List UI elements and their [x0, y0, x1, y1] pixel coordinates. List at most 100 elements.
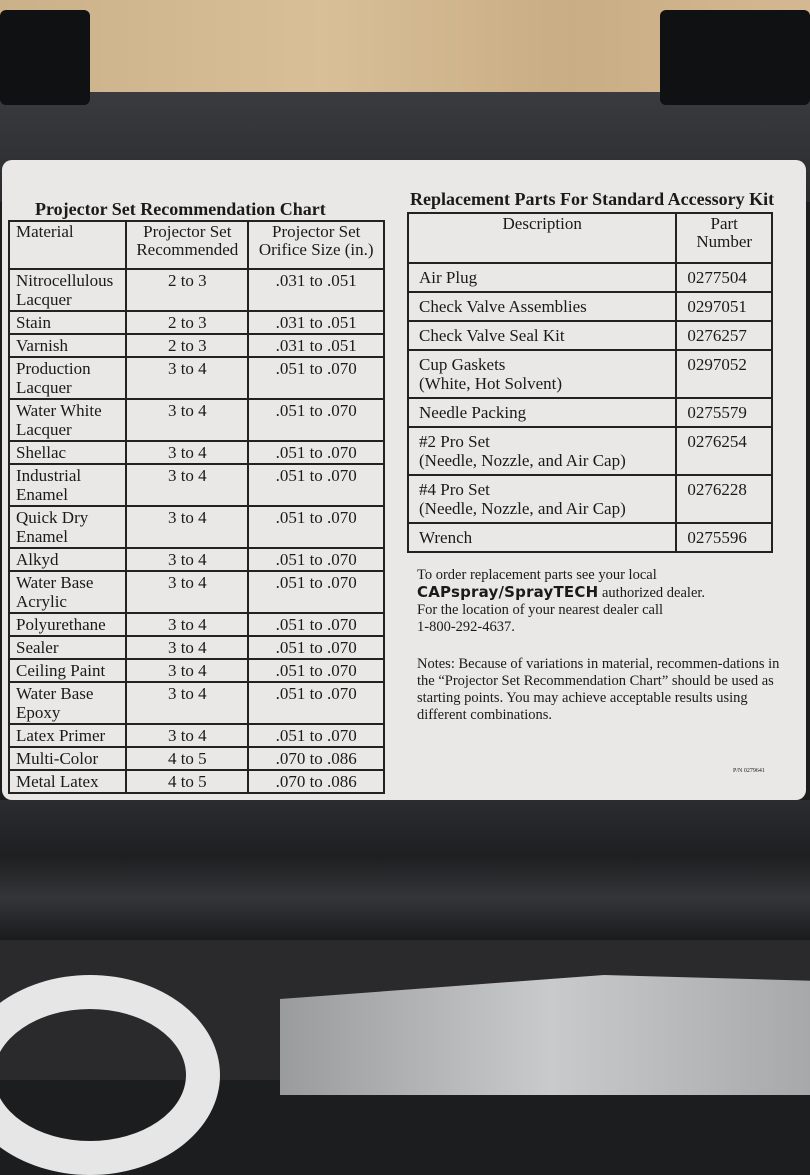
- orifice-size-cell: .051 to .070: [247, 723, 385, 748]
- material-cell: Multi-Color: [7, 746, 128, 771]
- column-header: Description: [406, 212, 678, 264]
- table-row: Polyurethane 3 to 4.051 to .070: [7, 612, 385, 637]
- right-chart-title: Replacement Parts For Standard Accessory…: [410, 189, 775, 209]
- order-text: To order replacement parts see your loca…: [417, 567, 657, 583]
- projector-set-cell: 3 to 4: [125, 440, 250, 465]
- part-number-cell: 0276257: [675, 320, 773, 351]
- material-cell: Metal Latex: [7, 769, 128, 794]
- material-cell: Water Base Acrylic: [7, 570, 128, 614]
- case-rim: [0, 800, 810, 940]
- phone-number: 1-800-292-4637.: [417, 619, 515, 635]
- table-row: Water Base Epoxy 3 to 4.051 to .070: [7, 681, 385, 725]
- description-cell: #4 Pro Set (Needle, Nozzle, and Air Cap): [406, 474, 678, 524]
- table-row: Needle Packing 0275579: [406, 397, 773, 428]
- projector-set-cell: 2 to 3: [125, 268, 250, 312]
- description-cell: Check Valve Assemblies: [406, 291, 678, 322]
- column-header: Projector Set Orifice Size (in.): [247, 220, 385, 270]
- case-latch-right[interactable]: [660, 10, 810, 105]
- projector-set-cell: 2 to 3: [125, 310, 250, 335]
- description-cell: Needle Packing: [406, 397, 678, 428]
- table-row: Metal Latex 4 to 5.070 to .086: [7, 769, 385, 794]
- table-row: Industrial Enamel 3 to 4.051 to .070: [7, 463, 385, 507]
- material-cell: Shellac: [7, 440, 128, 465]
- column-header: Part Number: [675, 212, 773, 264]
- material-cell: Sealer: [7, 635, 128, 660]
- replacement-parts-table: Description Part Number Air Plug 0277504 Ch…: [406, 212, 773, 553]
- part-number-tag: P/N 0279641: [733, 768, 765, 774]
- material-cell: Water Base Epoxy: [7, 681, 128, 725]
- table-row: Multi-Color 4 to 5.070 to .086: [7, 746, 385, 771]
- orifice-size-cell: .051 to .070: [247, 635, 385, 660]
- orifice-size-cell: .031 to .051: [247, 333, 385, 358]
- table-row: Latex Primer 3 to 4.051 to .070: [7, 723, 385, 748]
- material-cell: Water White Lacquer: [7, 398, 128, 442]
- material-cell: Production Lacquer: [7, 356, 128, 400]
- description-cell: Wrench: [406, 522, 678, 553]
- brand-logo: CAPspray/SprayTECH: [417, 583, 599, 601]
- part-number-cell: 0277504: [675, 262, 773, 293]
- part-number-cell: 0275596: [675, 522, 773, 553]
- projector-set-table: Material Projector Set Recommended Project…: [7, 220, 385, 794]
- table-row: Production Lacquer 3 to 4.051 to .070: [7, 356, 385, 400]
- projector-set-cell: 3 to 4: [125, 635, 250, 660]
- material-cell: Quick Dry Enamel: [7, 505, 128, 549]
- projector-set-cell: 2 to 3: [125, 333, 250, 358]
- projector-set-cell: 3 to 4: [125, 356, 250, 400]
- projector-set-cell: 3 to 4: [125, 463, 250, 507]
- table-row: Water Base Acrylic 3 to 4.051 to .070: [7, 570, 385, 614]
- table-row: #4 Pro Set (Needle, Nozzle, and Air Cap)…: [406, 474, 773, 524]
- material-cell: Latex Primer: [7, 723, 128, 748]
- orifice-size-cell: .051 to .070: [247, 440, 385, 465]
- table-row: Stain 2 to 3.031 to .051: [7, 310, 385, 335]
- orifice-size-cell: .051 to .070: [247, 681, 385, 725]
- orifice-size-cell: .051 to .070: [247, 658, 385, 683]
- table-row: Check Valve Assemblies 0297051: [406, 291, 773, 322]
- table-row: Wrench 0275596: [406, 522, 773, 553]
- orifice-size-cell: .051 to .070: [247, 463, 385, 507]
- orifice-size-cell: .070 to .086: [247, 746, 385, 771]
- part-number-cell: 0275579: [675, 397, 773, 428]
- material-cell: Alkyd: [7, 547, 128, 572]
- orifice-size-cell: .051 to .070: [247, 356, 385, 400]
- table-row: Quick Dry Enamel 3 to 4.051 to .070: [7, 505, 385, 549]
- orifice-size-cell: .070 to .086: [247, 769, 385, 794]
- projector-set-cell: 4 to 5: [125, 769, 250, 794]
- table-row: Air Plug 0277504: [406, 262, 773, 293]
- material-cell: Varnish: [7, 333, 128, 358]
- table-row: Shellac 3 to 4.051 to .070: [7, 440, 385, 465]
- projector-set-cell: 3 to 4: [125, 723, 250, 748]
- table-row: Sealer 3 to 4.051 to .070: [7, 635, 385, 660]
- description-cell: Check Valve Seal Kit: [406, 320, 678, 351]
- table-row: Ceiling Paint 3 to 4.051 to .070: [7, 658, 385, 683]
- order-info: To order replacement parts see your loca…: [417, 567, 787, 636]
- projector-set-cell: 3 to 4: [125, 570, 250, 614]
- order-text: authorized dealer.: [598, 585, 706, 601]
- table-row: #2 Pro Set (Needle, Nozzle, and Air Cap)…: [406, 426, 773, 476]
- order-text: For the location of your nearest dealer …: [417, 602, 663, 618]
- part-number-cell: 0276228: [675, 474, 773, 524]
- case-latch-left[interactable]: [0, 10, 90, 105]
- material-cell: Industrial Enamel: [7, 463, 128, 507]
- notes-text: Notes: Because of variations in material…: [417, 656, 780, 723]
- projector-set-cell: 4 to 5: [125, 746, 250, 771]
- orifice-size-cell: .051 to .070: [247, 547, 385, 572]
- table-row: Alkyd 3 to 4.051 to .070: [7, 547, 385, 572]
- wrench-tool: [280, 975, 810, 1095]
- material-cell: Stain: [7, 310, 128, 335]
- table-row: Water White Lacquer 3 to 4.051 to .070: [7, 398, 385, 442]
- projector-set-cell: 3 to 4: [125, 681, 250, 725]
- projector-set-cell: 3 to 4: [125, 547, 250, 572]
- part-number-cell: 0297051: [675, 291, 773, 322]
- table-row: Nitrocellulous Lacquer 2 to 3.031 to .051: [7, 268, 385, 312]
- orifice-size-cell: .031 to .051: [247, 310, 385, 335]
- projector-set-cell: 3 to 4: [125, 398, 250, 442]
- table-row: Cup Gaskets (White, Hot Solvent) 0297052: [406, 349, 773, 399]
- material-cell: Polyurethane: [7, 612, 128, 637]
- orifice-size-cell: .051 to .070: [247, 612, 385, 637]
- description-cell: #2 Pro Set (Needle, Nozzle, and Air Cap): [406, 426, 678, 476]
- description-cell: Air Plug: [406, 262, 678, 293]
- orifice-size-cell: .051 to .070: [247, 505, 385, 549]
- material-cell: Nitrocellulous Lacquer: [7, 268, 128, 312]
- table-row: Varnish 2 to 3.031 to .051: [7, 333, 385, 358]
- material-cell: Ceiling Paint: [7, 658, 128, 683]
